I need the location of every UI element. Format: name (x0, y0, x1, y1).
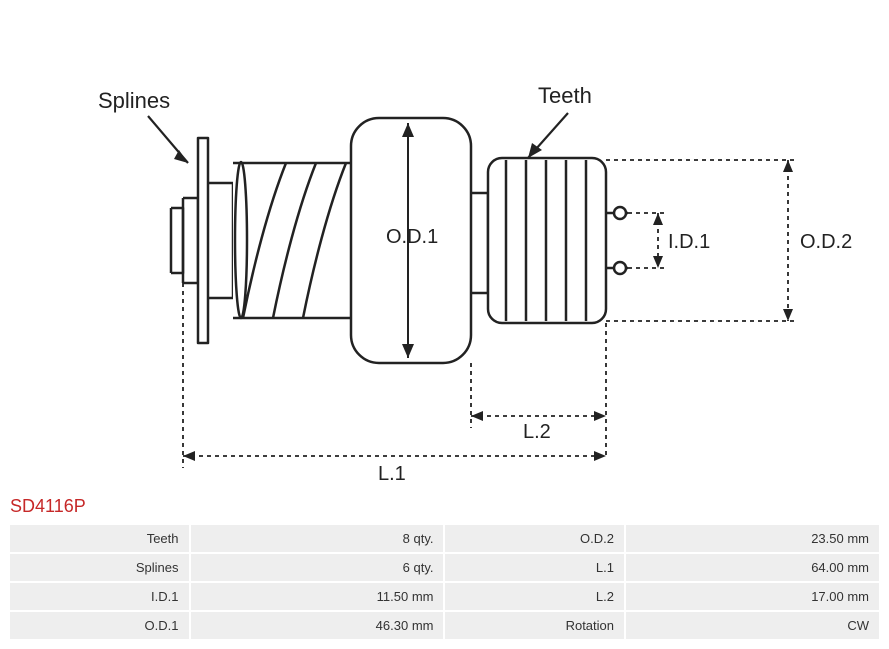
spec-label: O.D.1 (10, 612, 189, 639)
id1-label: I.D.1 (668, 231, 710, 253)
table-row: O.D.146.30 mmRotationCW (10, 612, 879, 639)
spec-label: L.2 (445, 583, 624, 610)
spec-label: Teeth (10, 525, 189, 552)
splines-label: Splines (98, 88, 170, 113)
technical-drawing: Splines Teeth O.D.1 I.D.1 O.D.2 L.2 L.1 (8, 8, 881, 488)
spec-value: 8 qty. (191, 525, 444, 552)
spec-value: 64.00 mm (626, 554, 879, 581)
table-row: Teeth8 qty.O.D.223.50 mm (10, 525, 879, 552)
spec-value: 6 qty. (191, 554, 444, 581)
diagram-container: Splines Teeth O.D.1 I.D.1 O.D.2 L.2 L.1 (8, 8, 881, 488)
spec-label: I.D.1 (10, 583, 189, 610)
l1-label: L.1 (378, 463, 406, 485)
spec-label: O.D.2 (445, 525, 624, 552)
spec-value: CW (626, 612, 879, 639)
spec-value: 46.30 mm (191, 612, 444, 639)
table-row: Splines6 qty.L.164.00 mm (10, 554, 879, 581)
od1-label: O.D.1 (386, 226, 438, 248)
spec-value: 23.50 mm (626, 525, 879, 552)
spec-table: Teeth8 qty.O.D.223.50 mmSplines6 qty.L.1… (8, 523, 881, 641)
table-row: I.D.111.50 mmL.217.00 mm (10, 583, 879, 610)
part-number: SD4116P (10, 496, 881, 517)
spec-value: 11.50 mm (191, 583, 444, 610)
spec-label: L.1 (445, 554, 624, 581)
spec-label: Rotation (445, 612, 624, 639)
spec-value: 17.00 mm (626, 583, 879, 610)
od2-label: O.D.2 (800, 231, 852, 253)
spec-label: Splines (10, 554, 189, 581)
l2-label: L.2 (523, 421, 551, 443)
teeth-label: Teeth (538, 83, 592, 108)
